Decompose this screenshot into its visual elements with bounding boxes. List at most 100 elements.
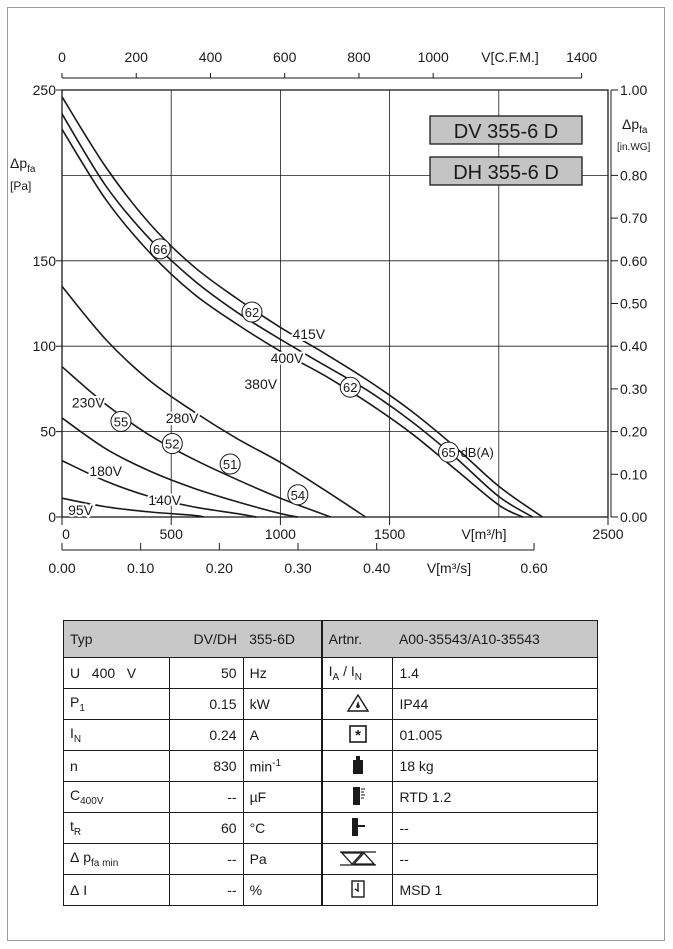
row-value: 50 (168, 657, 244, 689)
right-axis-label: Δpfa (622, 116, 648, 136)
bottom-axis2-label: V[m³/s] (427, 560, 471, 576)
right-axis-tick-label: 0.80 (620, 167, 647, 183)
table-row: IN 0.24 A * 01.005 (63, 719, 598, 751)
sound-level-value: 51 (223, 457, 237, 472)
thermostat-icon (321, 781, 394, 813)
series-label: 400V (271, 350, 304, 366)
sound-level-value: 54 (291, 488, 305, 503)
motor-switch-icon (321, 874, 394, 906)
left-axis-tick-label: 50 (40, 424, 56, 440)
sound-level-marker (219, 453, 241, 475)
top-axis-tick-label: 0 (58, 49, 66, 65)
sound-level-marker (339, 376, 361, 398)
bottom-axis2-tick-label: 0.00 (48, 560, 75, 576)
model-box (429, 115, 583, 145)
voltage-symbol: U 400 V (63, 657, 170, 689)
row-unit: Hz (242, 657, 323, 689)
top-axis-tick-label: 600 (273, 49, 297, 65)
left-axis-unit: [Pa] (10, 179, 31, 193)
bottom-axis2-tick-label: 0.60 (520, 560, 547, 576)
bottom-axis-label: V[m³/h] (461, 526, 506, 542)
bottom-axis-tick-label: 1500 (374, 526, 405, 542)
left-axis-tick-label: 100 (33, 338, 57, 354)
sound-level-marker (149, 238, 171, 260)
top-axis-tick-label: 800 (347, 49, 371, 65)
row-unit: µF (242, 781, 323, 813)
artnr-value: A00-35543/A10-35543 (392, 620, 598, 658)
row-right-value: IP44 (392, 688, 598, 720)
svg-text:*: * (355, 727, 361, 743)
row-value: -- (168, 781, 244, 813)
series-label: 95V (68, 502, 94, 518)
page-frame (7, 7, 665, 941)
row-value: -- (168, 874, 244, 906)
table-row: Δ pfa min -- Pa -- (63, 843, 598, 875)
model-value: 355-6D (243, 620, 323, 658)
left-axis-tick-label: 150 (33, 253, 57, 269)
top-axis-tick-label: 200 (125, 49, 149, 65)
series-label: 415V (292, 326, 325, 342)
left-axis-label: Δpfa (10, 155, 36, 175)
right-axis-tick-label: 0.50 (620, 296, 647, 312)
weight-icon (321, 750, 394, 782)
row-value: 0.24 (168, 719, 244, 751)
right-axis-tick-label: 0.20 (620, 424, 647, 440)
model-label: DV/DH (169, 620, 244, 658)
right-axis-tick-label: 0.60 (620, 253, 647, 269)
speed-unit: min-1 (242, 750, 323, 782)
table-row: Δ I -- % MSD 1 (63, 874, 598, 906)
top-axis-tick-label: 400 (199, 49, 223, 65)
plot-border (61, 89, 609, 518)
series-label: 230V (72, 395, 105, 411)
speed-symbol: n (63, 750, 170, 782)
model-box (429, 156, 583, 186)
sound-level-marker (287, 484, 309, 506)
current-symbol: IN (63, 719, 170, 751)
row-value: 60 (168, 812, 244, 844)
row-unit: Pa (242, 843, 323, 875)
bottom-axis2-tick-label: 0.40 (363, 560, 390, 576)
sound-level-value: 65 (441, 445, 455, 460)
sound-level-marker (161, 433, 183, 455)
row-right-value: RTD 1.2 (392, 781, 598, 813)
protection-icon (321, 688, 394, 720)
start-current-ratio-symbol: IA / IN (321, 657, 394, 689)
bottom-axis-tick-label: 500 (160, 526, 184, 542)
bottom-axis2-tick-label: 0.20 (206, 560, 233, 576)
series-label: 280V (166, 410, 199, 426)
table-row: P1 0.15 kW IP44 (63, 688, 598, 720)
model-name: DH 355-6 D (453, 162, 559, 184)
right-axis-unit: [in.WG] (617, 142, 651, 153)
row-value: -- (168, 843, 244, 875)
right-axis-tick-label: 0.40 (620, 338, 647, 354)
right-axis-tick-label: 0.70 (620, 210, 647, 226)
sound-level-value: 55 (114, 414, 128, 429)
bottom-axis-tick-label: 0 (62, 526, 70, 542)
series-label: 140V (148, 492, 181, 508)
power-symbol: P1 (63, 688, 170, 720)
row-right-value: -- (392, 812, 598, 844)
sound-level-marker (438, 441, 460, 463)
right-axis-tick-label: 0.10 (620, 466, 647, 482)
table-header-row: Typ DV/DH 355-6D Artnr. A00-35543/A10-35… (63, 620, 598, 658)
sound-level-value: 62 (245, 305, 259, 320)
table-row: tR 60 °C -- (63, 812, 598, 844)
top-axis-label: V[C.F.M.] (481, 49, 539, 65)
series-line-280V (61, 285, 367, 518)
table-row: n 830 min-1 18 kg (63, 750, 598, 782)
right-axis-tick-label: 0.30 (620, 381, 647, 397)
sound-level-value: 52 (165, 437, 179, 452)
speed-controller-icon (321, 843, 394, 875)
right-axis-tick-label: 1.00 (620, 82, 647, 98)
series-label: 380V (244, 376, 277, 392)
table-row: U 400 V 50 Hz IA / IN 1.4 (63, 657, 598, 689)
row-unit: kW (242, 688, 323, 720)
sound-level-value: 66 (153, 242, 167, 257)
series-line-140V (61, 459, 257, 518)
series-line-95V (61, 497, 205, 518)
sound-level-value: 62 (343, 380, 357, 395)
row-unit: °C (242, 812, 323, 844)
row-right-value: -- (392, 843, 598, 875)
series-line-380V (61, 128, 524, 518)
